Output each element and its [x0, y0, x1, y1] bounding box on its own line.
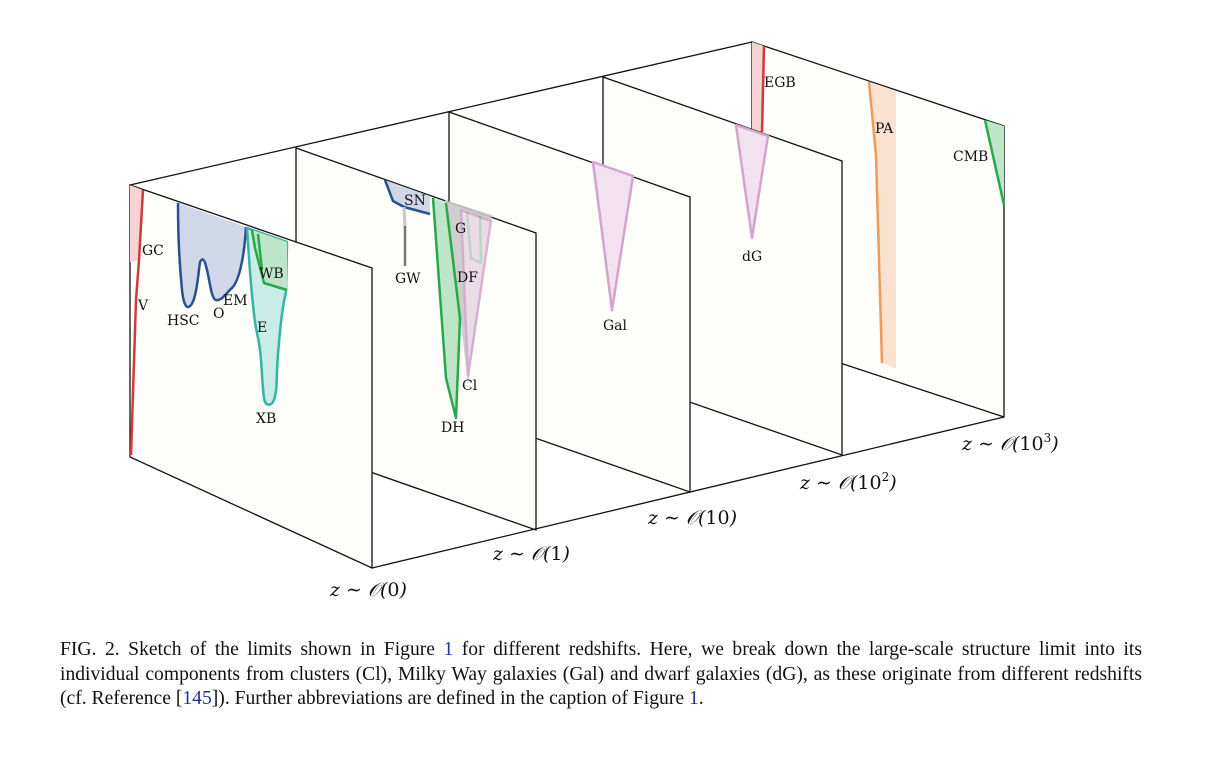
label-sn: SN	[404, 193, 426, 209]
label-em: EM	[223, 293, 248, 309]
reference-145-link[interactable]: 145	[182, 688, 212, 710]
region-v-line	[129, 189, 145, 456]
label-dg: dG	[742, 249, 762, 265]
region-wb	[252, 230, 287, 290]
region-hsc-o-em	[178, 203, 246, 307]
label-gw: GW	[395, 271, 421, 287]
region-dh	[433, 198, 460, 418]
region-wb-line-2	[256, 233, 264, 271]
label-xb: XB	[256, 411, 276, 427]
redshift-axis-labels: z ∼ 𝒪(0) z ∼ 𝒪(1) z ∼ 𝒪(10) z ∼ 𝒪(102) z…	[329, 431, 1059, 601]
region-gw-line-light	[402, 206, 407, 229]
region-dg	[734, 123, 770, 240]
region-pa	[869, 82, 896, 368]
region-sn	[385, 180, 430, 214]
label-egb: EGB	[764, 75, 796, 91]
panel-z0	[129, 184, 373, 570]
label-dh: DH	[441, 420, 464, 436]
label-cmb: CMB	[953, 149, 988, 165]
region-labels: GC V HSC O EM WB E XB SN GW G DF Cl DH G…	[137, 75, 988, 436]
axis-label-z10: z ∼ 𝒪(10)	[647, 507, 737, 529]
axis-label-z100: z ∼ 𝒪(102)	[799, 470, 897, 494]
label-gc: GC	[142, 243, 164, 259]
figure: GC V HSC O EM WB E XB SN GW G DF Cl DH G…	[129, 41, 1059, 601]
label-o: O	[213, 306, 224, 322]
region-gal	[591, 160, 635, 312]
caption-text-3: ]). Further abbreviations are defined in…	[211, 688, 689, 710]
figure-caption: FIG. 2. Sketch of the limits shown in Fi…	[60, 638, 1142, 712]
label-wb: WB	[259, 266, 284, 282]
region-hsc-o-em-line	[176, 202, 248, 309]
region-egb-line	[760, 45, 766, 133]
redshift-panels-sketch: GC V HSC O EM WB E XB SN GW G DF Cl DH G…	[129, 41, 1059, 601]
region-cl	[459, 208, 493, 378]
label-gal: Gal	[603, 318, 628, 334]
label-v: V	[137, 298, 149, 314]
label-g: G	[455, 221, 466, 237]
figure-1-reference-link[interactable]: 1	[443, 639, 454, 660]
region-cmb-line	[983, 119, 1006, 206]
region-egb	[752, 42, 764, 132]
label-hsc: HSC	[167, 313, 200, 329]
region-pa-line	[867, 81, 884, 364]
axis-label-z0: z ∼ 𝒪(0)	[329, 579, 407, 601]
label-e: E	[257, 320, 267, 336]
figure-1-reference-link-2[interactable]: 1	[688, 688, 699, 710]
depth-edges	[129, 41, 1005, 569]
label-cl: Cl	[462, 378, 478, 394]
axis-label-z1000: z ∼ 𝒪(103)	[961, 431, 1059, 455]
region-wb-line	[250, 229, 288, 292]
caption-text-4: .	[698, 688, 704, 710]
label-df: DF	[457, 270, 478, 286]
axis-label-z1: z ∼ 𝒪(1)	[492, 543, 570, 565]
region-dh-line	[431, 197, 462, 420]
caption-text-1: FIG. 2. Sketch of the limits shown in Fi…	[60, 639, 444, 660]
region-sn-line	[383, 179, 431, 216]
caption-text-2: for different redshifts. Here, we break …	[60, 639, 1142, 710]
label-pa: PA	[875, 121, 894, 137]
